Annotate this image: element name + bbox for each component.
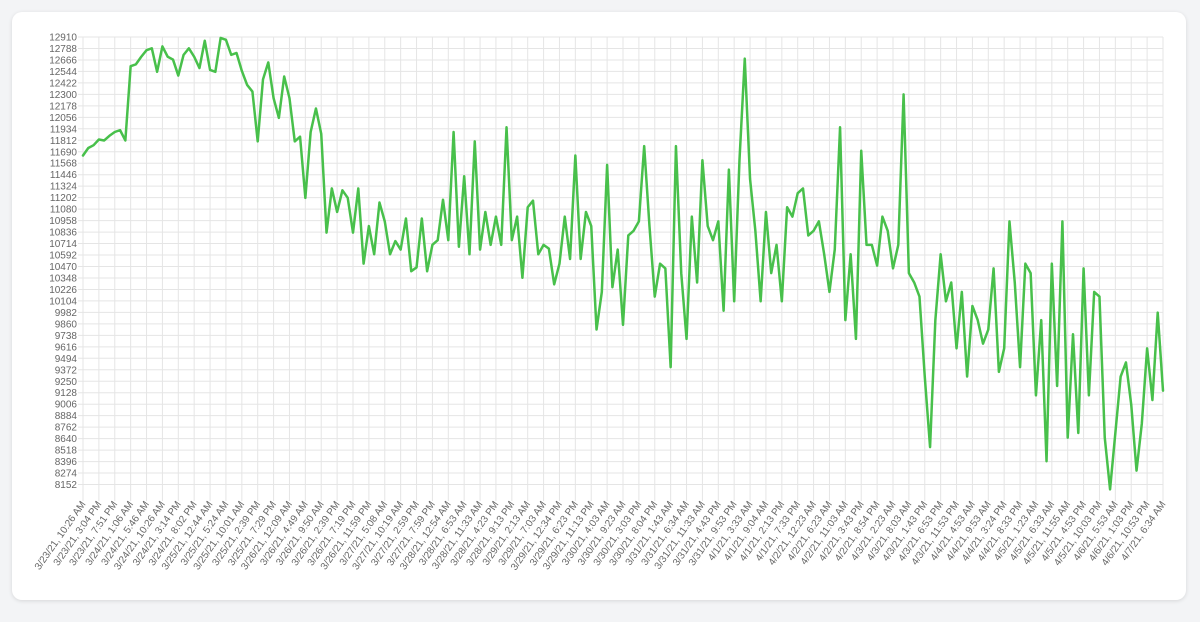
y-tick-label: 10226: [49, 285, 77, 296]
y-tick-label: 12422: [49, 78, 77, 89]
y-tick-label: 8518: [55, 446, 78, 457]
y-tick-label: 10348: [49, 273, 77, 284]
y-tick-label: 12300: [49, 90, 77, 101]
y-tick-label: 9128: [55, 388, 78, 399]
y-tick-label: 10104: [49, 296, 77, 307]
y-tick-label: 11690: [50, 147, 78, 158]
y-tick-label: 9372: [55, 365, 78, 376]
y-tick-label: 9006: [55, 400, 78, 411]
y-tick-label: 11812: [50, 136, 78, 147]
y-tick-label: 8762: [55, 423, 78, 434]
y-tick-label: 12178: [49, 101, 77, 112]
y-tick-label: 8396: [55, 457, 78, 468]
y-tick-label: 8640: [55, 434, 78, 445]
y-tick-label: 10714: [49, 239, 77, 250]
y-tick-label: 11080: [50, 205, 78, 216]
y-tick-label: 10470: [49, 262, 77, 273]
y-tick-label: 12056: [49, 113, 77, 124]
data-line: [81, 36, 1165, 491]
y-tick-label: 9860: [55, 319, 78, 330]
y-tick-label: 12788: [49, 44, 77, 55]
y-tick-label: 8884: [55, 411, 78, 422]
y-tick-label: 11202: [50, 193, 78, 204]
y-tick-label: 10836: [49, 228, 77, 239]
y-tick-label: 12544: [49, 67, 77, 78]
y-tick-label: 9494: [55, 354, 78, 365]
y-tick-label: 11324: [50, 182, 78, 193]
y-tick-label: 11446: [50, 170, 78, 181]
y-tick-label: 10592: [49, 251, 77, 262]
y-tick-label: 8274: [55, 469, 78, 480]
y-tick-label: 8152: [55, 480, 78, 491]
y-tick-label: 12910: [49, 33, 77, 44]
y-tick-label: 10958: [49, 216, 77, 227]
y-tick-label: 11934: [50, 124, 78, 135]
y-tick-label: 11568: [50, 159, 78, 170]
y-tick-label: 9616: [55, 342, 78, 353]
y-tick-label: 9738: [55, 331, 78, 342]
y-tick-label: 9250: [55, 377, 78, 388]
y-tick-label: 12666: [49, 55, 77, 66]
y-tick-label: 9982: [55, 308, 78, 319]
